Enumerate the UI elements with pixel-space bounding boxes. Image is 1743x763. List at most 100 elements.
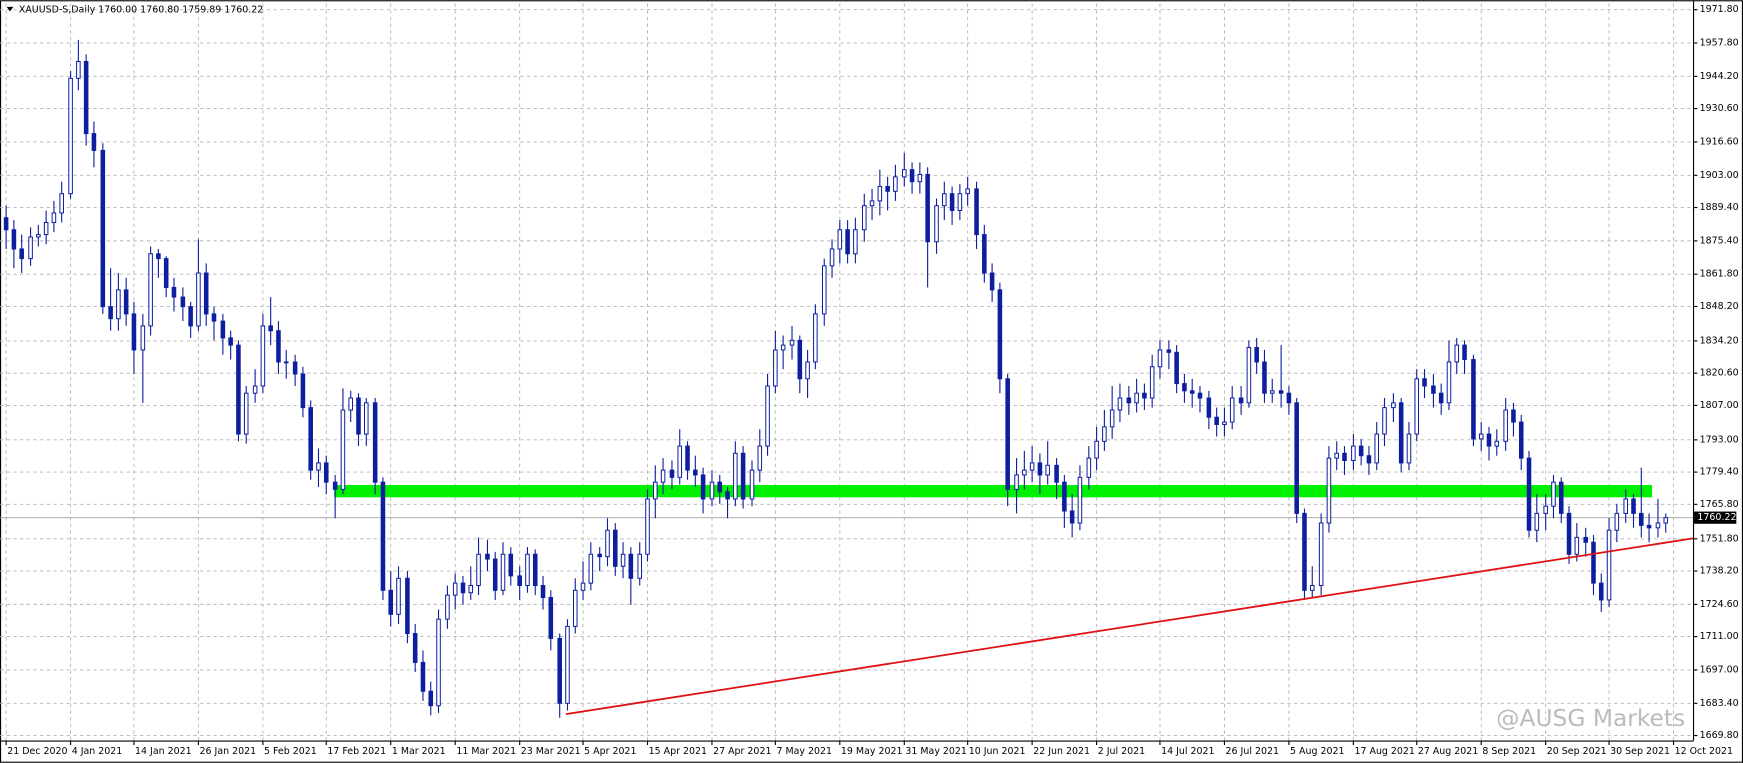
- candle-body: [909, 169, 915, 183]
- candle-body: [1286, 392, 1292, 404]
- candle-body: [340, 409, 346, 490]
- candle-body: [789, 339, 795, 346]
- candle-body: [1005, 378, 1010, 490]
- y-tick-label: 1903.00: [1700, 170, 1739, 181]
- candle-body: [1326, 457, 1332, 524]
- candle-body: [1302, 512, 1307, 591]
- candle-body: [517, 575, 522, 587]
- candle-body: [1446, 361, 1452, 404]
- candle-body: [163, 258, 169, 288]
- x-tick-label: 30 Sep 2021: [1610, 746, 1670, 757]
- y-tick-label: 1916.60: [1700, 136, 1739, 147]
- candle-body: [1117, 397, 1123, 411]
- y-tick-label: 1848.20: [1700, 301, 1739, 312]
- candle-body: [276, 330, 281, 363]
- candle-body: [974, 188, 979, 236]
- candle-body: [1309, 585, 1315, 591]
- x-tick-label: 14 Jan 2021: [135, 746, 192, 757]
- header-arrow: [6, 6, 14, 12]
- candle-body: [1069, 510, 1075, 524]
- candle-body: [492, 558, 498, 591]
- candle-body: [1262, 361, 1267, 394]
- candle-body: [1334, 452, 1339, 459]
- candle-body: [1583, 536, 1588, 543]
- candle-body: [733, 452, 738, 500]
- candle-body: [1022, 469, 1027, 476]
- candle-body: [588, 553, 594, 584]
- candle-body: [525, 553, 530, 587]
- candle-body: [36, 234, 41, 238]
- current-price-tag: [1694, 511, 1737, 524]
- candle-body: [405, 577, 410, 635]
- candle-body: [171, 286, 177, 298]
- candle-body: [308, 407, 313, 471]
- x-tick-label: 5 Apr 2021: [584, 746, 636, 757]
- candle-body: [1366, 455, 1372, 464]
- candle-body: [1029, 462, 1035, 471]
- candle-body: [1182, 383, 1187, 392]
- candle-body: [557, 637, 562, 704]
- candle-body: [1094, 440, 1099, 459]
- candle-body: [917, 173, 923, 183]
- candle-body: [725, 491, 730, 500]
- candle-body: [1454, 344, 1460, 363]
- candle-body: [653, 481, 658, 500]
- candle-body: [1206, 397, 1212, 418]
- candle-body: [188, 306, 193, 327]
- candle-body: [1406, 433, 1412, 464]
- marks: [0, 39, 1694, 718]
- candle-body: [1102, 426, 1107, 442]
- candle-body: [669, 469, 675, 478]
- candle-body: [1358, 445, 1364, 457]
- x-tick-label: 14 Jul 2021: [1161, 746, 1214, 757]
- y-tick-label: 1875.40: [1700, 235, 1739, 246]
- candle-body: [1382, 407, 1387, 435]
- candle-body: [196, 272, 201, 327]
- candle-body: [893, 176, 898, 192]
- candle-body: [1558, 481, 1564, 514]
- candle-body: [228, 337, 233, 346]
- chart-title: XAUUSD-S,Daily 1760.00 1760.80 1759.89 1…: [19, 5, 263, 16]
- candle-body: [1598, 582, 1604, 601]
- candle-body: [645, 498, 650, 555]
- candle-body: [540, 585, 546, 599]
- candle-body: [356, 397, 361, 435]
- candle-body: [372, 402, 378, 483]
- candle-body: [580, 582, 586, 591]
- candle-body: [292, 361, 298, 375]
- candle-body: [1374, 433, 1380, 464]
- y-tick-label: 1793.00: [1700, 434, 1739, 445]
- candle-body: [316, 462, 321, 471]
- candle-body: [861, 205, 867, 231]
- candle-body: [1631, 498, 1636, 514]
- candle-body: [1494, 440, 1500, 447]
- candle-body: [1222, 421, 1227, 425]
- x-tick-label: 5 Feb 2021: [264, 746, 317, 757]
- x-tick-label: 17 Feb 2021: [327, 746, 386, 757]
- candle-body: [637, 553, 643, 579]
- candle-body: [123, 289, 129, 315]
- candle-body: [445, 594, 450, 620]
- candle-body: [773, 349, 778, 387]
- candle-body: [1422, 378, 1427, 387]
- candle-body: [1614, 512, 1620, 531]
- candle-body: [829, 248, 835, 267]
- candle-body: [323, 462, 329, 483]
- candle-body: [268, 325, 273, 332]
- candle-body: [749, 469, 755, 500]
- candle-body: [965, 188, 970, 195]
- candle-body: [363, 402, 369, 435]
- candle-body: [380, 481, 386, 591]
- candle-body: [203, 272, 209, 315]
- candle-body: [885, 185, 890, 192]
- candle-body: [612, 529, 618, 567]
- x-tick-label: 15 Apr 2021: [649, 746, 707, 757]
- candle-body: [1551, 481, 1556, 507]
- candle-body: [1351, 445, 1356, 462]
- candle-body: [68, 77, 73, 195]
- candle-body: [1663, 517, 1669, 524]
- candle-body: [500, 553, 506, 591]
- y-tick-label: 1834.20: [1700, 335, 1739, 346]
